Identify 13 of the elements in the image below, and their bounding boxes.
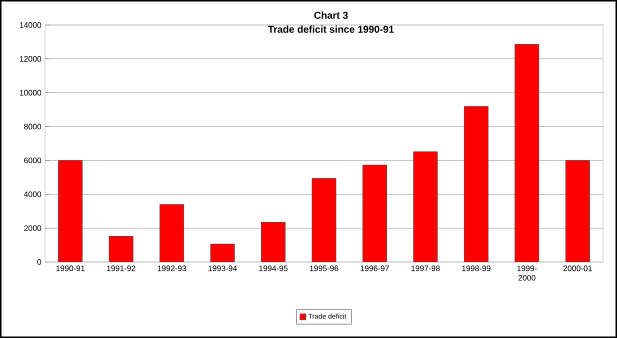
chart-subtitle: Trade deficit since 1990-91 bbox=[268, 26, 394, 33]
bar bbox=[413, 151, 438, 262]
bar bbox=[261, 222, 286, 262]
bar bbox=[464, 106, 488, 262]
bar bbox=[210, 244, 235, 262]
bar bbox=[58, 160, 83, 262]
bar bbox=[565, 160, 590, 262]
bar bbox=[108, 236, 134, 262]
chart-title: Chart 3 bbox=[314, 12, 348, 19]
bar bbox=[160, 204, 184, 262]
bar bbox=[312, 178, 336, 262]
bar bbox=[362, 164, 387, 262]
bar bbox=[514, 44, 540, 262]
